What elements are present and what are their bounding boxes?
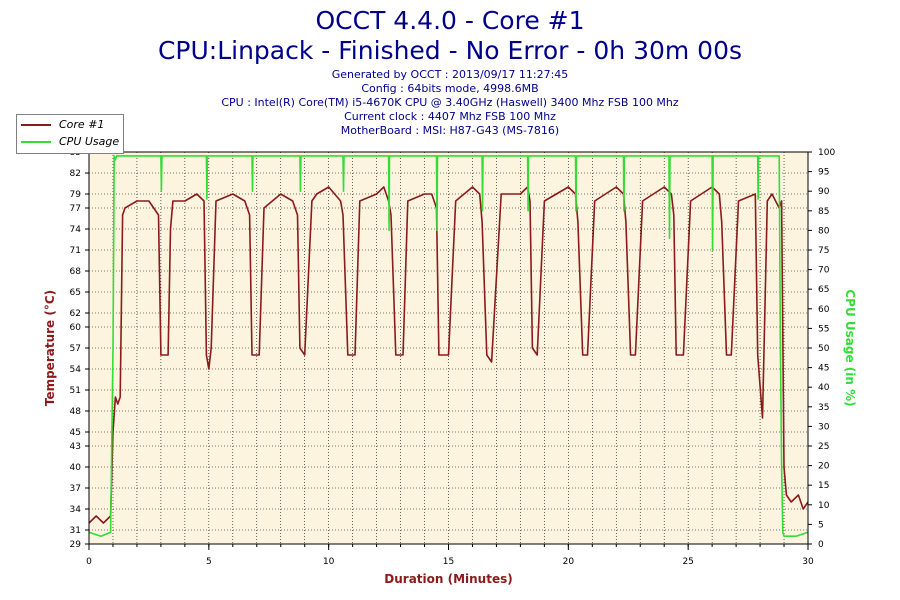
info-cpu: CPU : Intel(R) Core(TM) i5-4670K CPU @ 3… bbox=[221, 96, 679, 109]
x-tick-label: 25 bbox=[682, 557, 693, 567]
y2-tick-label: 15 bbox=[818, 481, 829, 491]
legend-item-cpu-usage: CPU Usage bbox=[21, 134, 121, 150]
y-tick-label: 57 bbox=[70, 344, 81, 354]
y-tick-label: 45 bbox=[70, 428, 81, 438]
y-tick-label: 82 bbox=[70, 169, 81, 179]
x-axis-title: Duration (Minutes) bbox=[384, 572, 512, 586]
y2-tick-label: 80 bbox=[818, 226, 830, 236]
x-tick-label: 20 bbox=[563, 557, 575, 567]
x-tick-label: 30 bbox=[802, 557, 814, 567]
y2-tick-label: 0 bbox=[818, 540, 824, 550]
y-tick-label: 65 bbox=[70, 288, 81, 298]
y2-tick-label: 100 bbox=[818, 148, 835, 158]
y2-tick-label: 35 bbox=[818, 403, 829, 413]
y2-tick-label: 85 bbox=[818, 207, 829, 217]
y-tick-label: 71 bbox=[70, 246, 81, 256]
y-tick-label: 48 bbox=[70, 407, 82, 417]
y2-tick-label: 75 bbox=[818, 246, 829, 256]
x-tick-label: 0 bbox=[86, 557, 92, 567]
y-tick-label: 79 bbox=[70, 190, 82, 200]
y2-tick-label: 90 bbox=[818, 187, 830, 197]
y-tick-label: 62 bbox=[70, 309, 81, 319]
y2-axis-title: CPU Usage (in %) bbox=[843, 289, 857, 406]
y2-tick-label: 45 bbox=[818, 364, 829, 374]
y2-tick-label: 95 bbox=[818, 168, 829, 178]
series-line-cpu-usage bbox=[88, 155, 809, 538]
info-generated: Generated by OCCT : 2013/09/17 11:27:45 bbox=[331, 68, 569, 81]
y-tick-label: 43 bbox=[70, 442, 81, 452]
y-tick-label: 31 bbox=[70, 526, 81, 536]
series-line-core bbox=[88, 186, 809, 524]
y-tick-label: 68 bbox=[70, 267, 82, 277]
y2-tick-label: 20 bbox=[818, 462, 830, 472]
y-tick-label: 29 bbox=[70, 540, 82, 550]
y2-tick-label: 65 bbox=[818, 285, 829, 295]
y-tick-label: 37 bbox=[70, 484, 81, 494]
y-tick-label: 34 bbox=[70, 505, 82, 515]
info-config: Config : 64bits mode, 4998.6MB bbox=[361, 82, 539, 95]
y2-tick-label: 40 bbox=[818, 383, 830, 393]
y2-tick-label: 55 bbox=[818, 324, 829, 334]
y-tick-label: 60 bbox=[70, 323, 82, 333]
x-tick-label: 15 bbox=[443, 557, 454, 567]
y2-tick-label: 10 bbox=[818, 501, 830, 511]
y2-tick-label: 25 bbox=[818, 442, 829, 452]
y-tick-label: 74 bbox=[70, 225, 82, 235]
legend-item-core: Core #1 bbox=[21, 117, 121, 133]
y2-tick-label: 70 bbox=[818, 266, 830, 276]
legend-label-core: Core #1 bbox=[59, 118, 105, 131]
y-tick-label: 77 bbox=[70, 204, 81, 214]
y2-tick-label: 60 bbox=[818, 305, 830, 315]
y-tick-label: 54 bbox=[70, 365, 82, 375]
y2-tick-label: 30 bbox=[818, 422, 830, 432]
chart-legend: Core #1 CPU Usage bbox=[16, 114, 124, 154]
info-clock: Current clock : 4407 Mhz FSB 100 Mhz bbox=[344, 110, 556, 123]
y-tick-label: 51 bbox=[70, 386, 81, 396]
x-tick-label: 5 bbox=[206, 557, 212, 567]
info-motherboard: MotherBoard : MSI: H87-G43 (MS-7816) bbox=[340, 124, 560, 137]
y-tick-label: 40 bbox=[70, 463, 82, 473]
y-axis-title: Temperature (°C) bbox=[43, 290, 57, 406]
y2-tick-label: 50 bbox=[818, 344, 830, 354]
legend-swatch-cpu-usage bbox=[21, 141, 51, 143]
legend-label-cpu-usage: CPU Usage bbox=[59, 135, 120, 148]
chart-title: OCCT 4.4.0 - Core #1 bbox=[315, 6, 585, 35]
chart-subtitle: CPU:Linpack - Finished - No Error - 0h 3… bbox=[157, 36, 743, 65]
x-tick-label: 10 bbox=[323, 557, 335, 567]
legend-swatch-core bbox=[21, 124, 51, 126]
y2-tick-label: 5 bbox=[818, 520, 824, 530]
